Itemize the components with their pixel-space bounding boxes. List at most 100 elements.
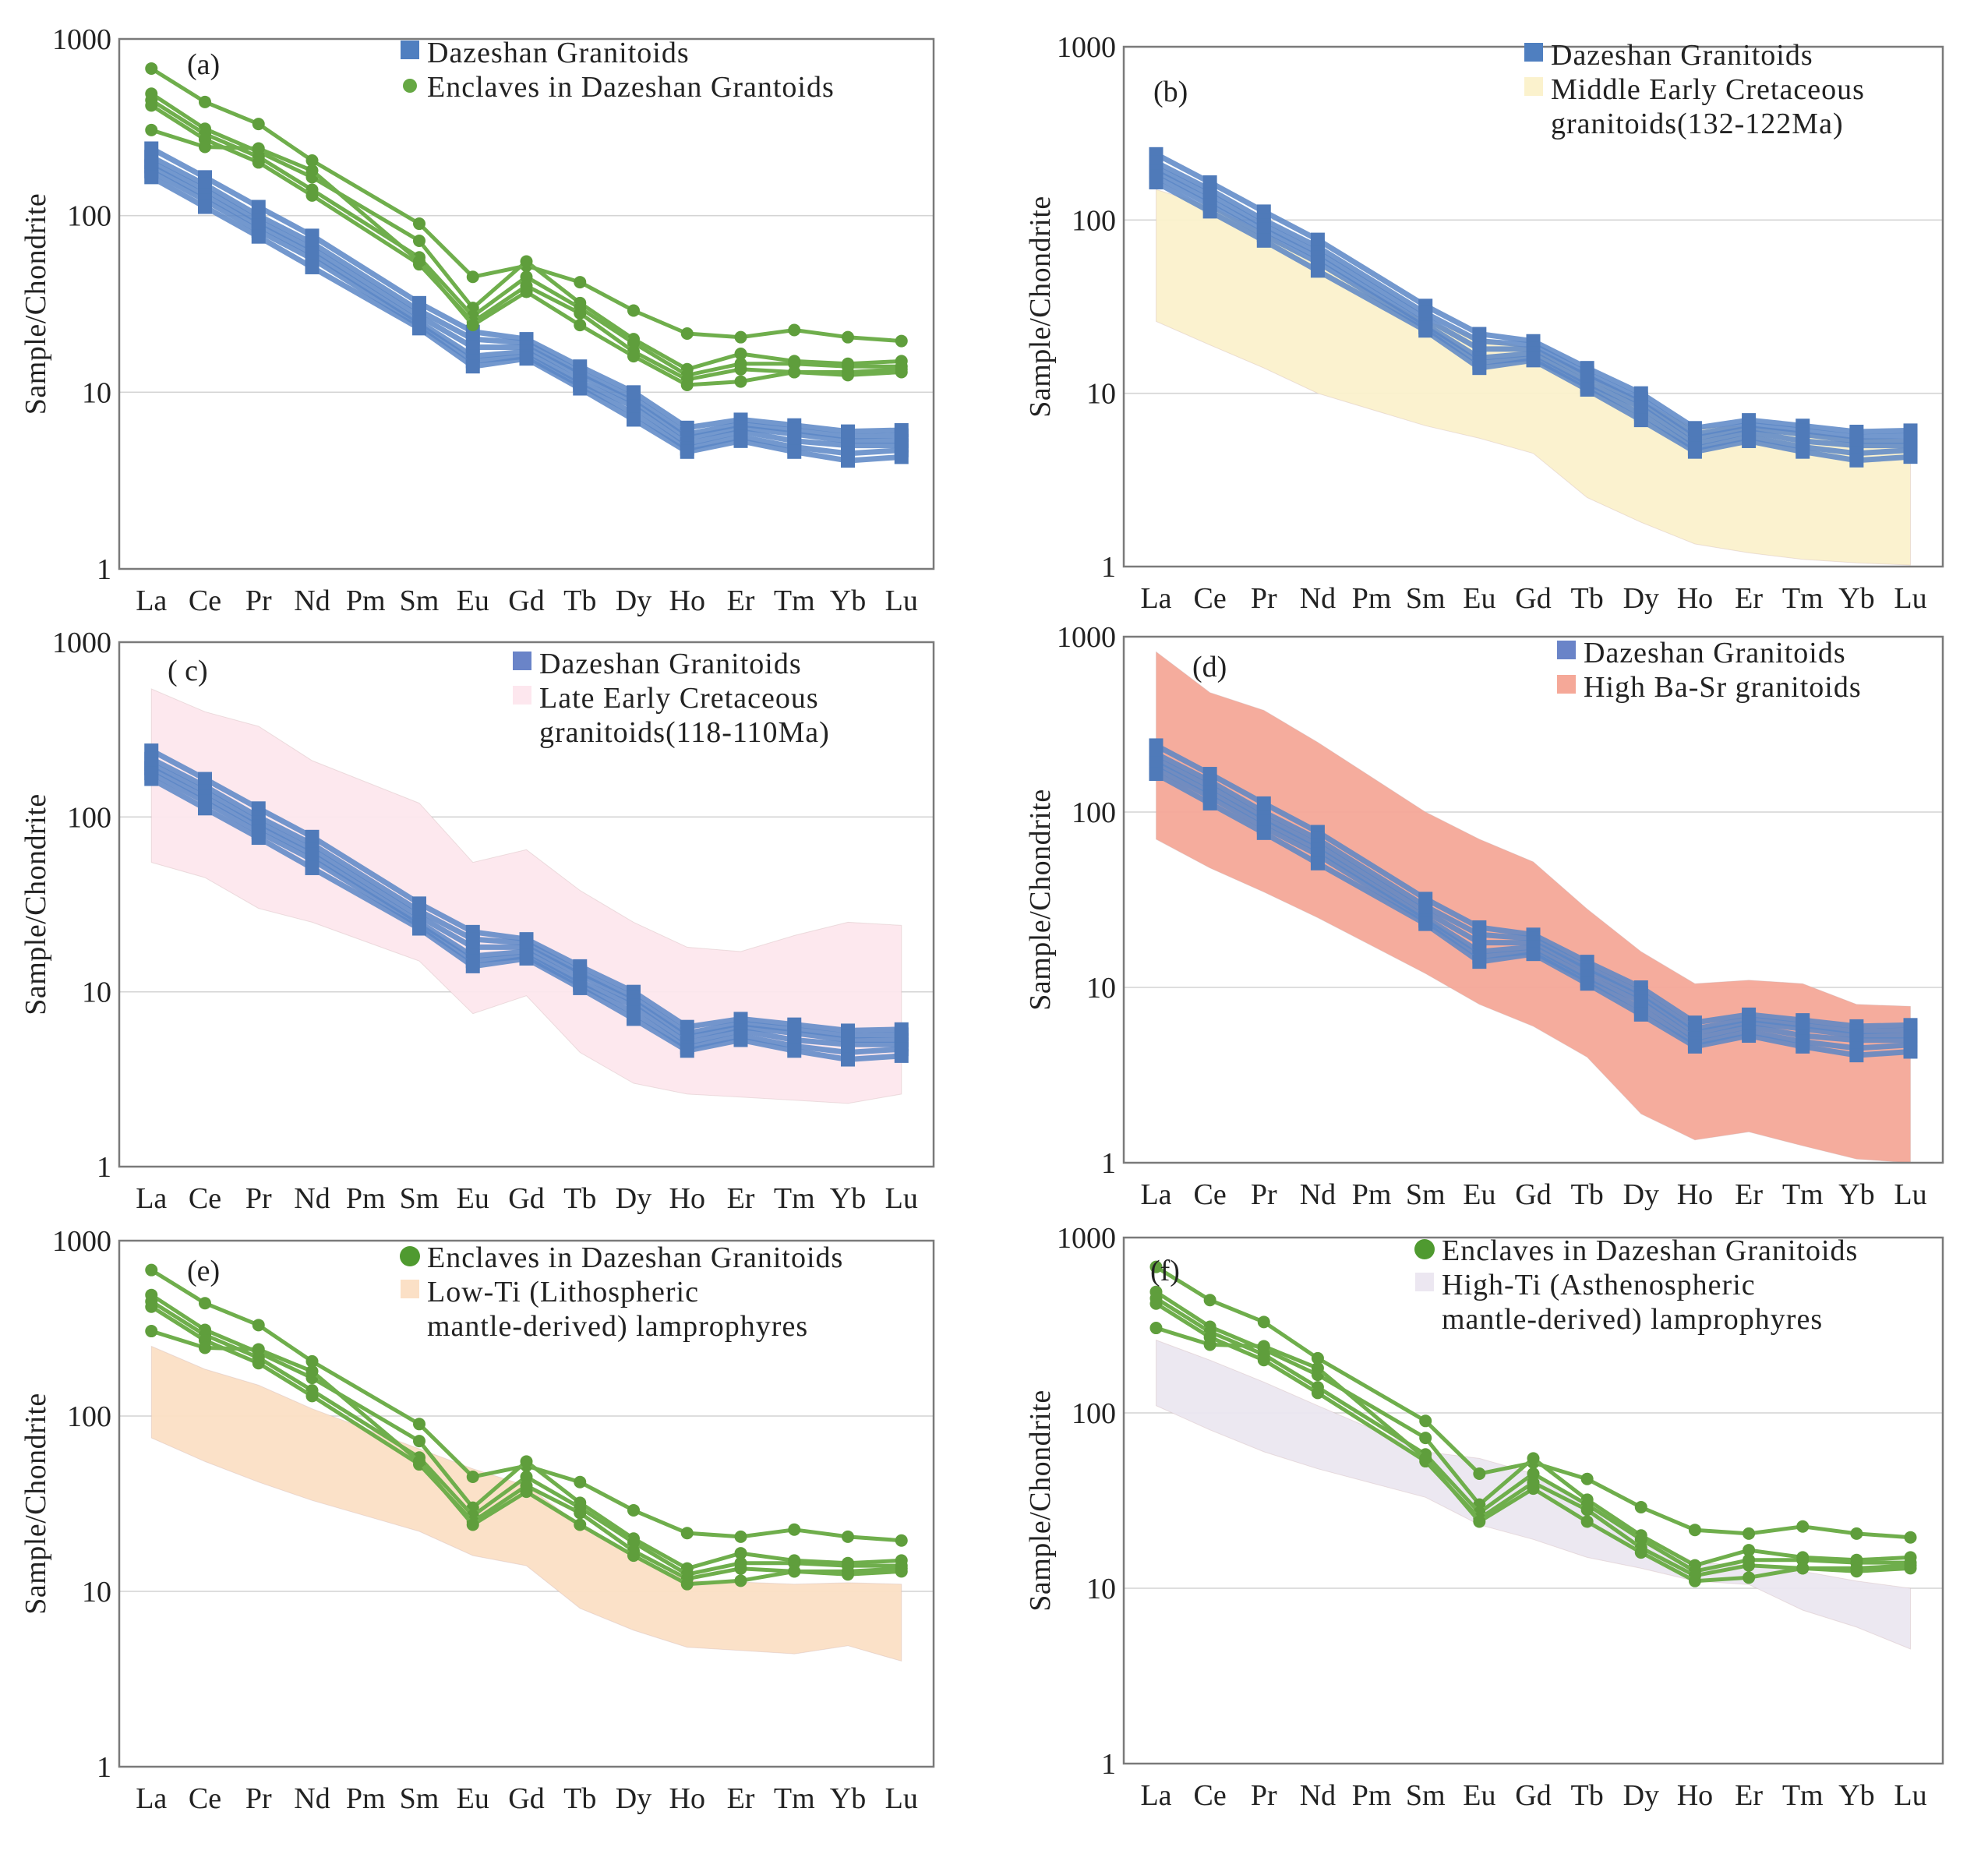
plot-frame: [1122, 635, 1944, 1164]
x-tick-label: Gd: [508, 1182, 544, 1215]
legend-label: mantle-derived) lamprophyres: [1442, 1303, 1823, 1336]
enclave-point: [1580, 1503, 1594, 1517]
enclave-point: [305, 1354, 319, 1368]
x-tick-label: Tb: [1571, 1779, 1604, 1812]
dazeshan-point: [894, 1048, 909, 1063]
y-tick-label: 100: [1072, 1397, 1116, 1430]
y-tick-label: 1: [1101, 1147, 1116, 1180]
legend-label: Dazeshan Granitoids: [1551, 39, 1813, 72]
enclave-series-line: [1155, 1296, 1911, 1573]
enclave-point: [413, 217, 425, 231]
y-tick-label: 10: [1086, 972, 1116, 1005]
dazeshan-series-line: [150, 776, 902, 1062]
x-tick-label: Lu: [885, 584, 918, 617]
y-tick-label: 1000: [1057, 1222, 1116, 1255]
dazeshan-series-line: [1154, 165, 1911, 444]
dazeshan-point: [198, 200, 212, 214]
enclave-point: [252, 1319, 265, 1332]
dazeshan-point: [1202, 204, 1217, 219]
dazeshan-point: [680, 444, 694, 459]
legend-marker: [403, 79, 417, 93]
enclave-point: [895, 1565, 908, 1578]
enclave-point: [680, 327, 694, 340]
x-tick-label: Lu: [885, 1782, 918, 1815]
y-axis-title: Sample/Chondrite: [19, 1393, 52, 1615]
x-tick-label: Pm: [1352, 582, 1392, 615]
legend-marker: [1414, 1239, 1435, 1259]
enclave-series-line: [1155, 1301, 1911, 1578]
x-tick-label: Eu: [1463, 582, 1495, 615]
x-tick-label: Lu: [1894, 1779, 1926, 1812]
enclave-point: [199, 95, 211, 108]
dazeshan-series-line: [150, 175, 902, 464]
x-tick-label: Sm: [400, 1782, 440, 1815]
enclave-point: [1311, 1361, 1324, 1375]
legend-label: Dazeshan Granitoids: [1584, 637, 1846, 669]
enclave-point: [734, 362, 747, 376]
enclave-point: [1688, 1574, 1701, 1587]
dazeshan-point: [1202, 796, 1217, 810]
plot-frame: [118, 1239, 935, 1768]
dazeshan-point: [1472, 361, 1487, 376]
x-tick-label: Nd: [1300, 1178, 1336, 1211]
enclave-point: [305, 1390, 319, 1403]
x-tick-label: Ce: [1194, 1178, 1227, 1211]
enclave-point: [413, 235, 425, 248]
enclave-point: [1149, 1297, 1163, 1310]
y-tick-label: 1000: [52, 23, 111, 56]
y-axis-title: Sample/Chondrite: [1024, 1390, 1057, 1612]
y-tick-label: 1000: [1057, 621, 1116, 654]
dazeshan-point: [412, 321, 426, 336]
enclave-point: [734, 1562, 747, 1575]
y-tick-label: 1: [97, 1751, 111, 1784]
enclave-point: [1527, 1452, 1540, 1465]
legend-label: granitoids(118-110Ma): [539, 716, 830, 749]
enclave-series-line: [150, 1299, 902, 1577]
enclave-point: [1419, 1414, 1432, 1428]
dazeshan-point: [1633, 413, 1648, 428]
enclave-point: [895, 366, 908, 379]
panel-label: (b): [1153, 76, 1188, 108]
enclave-point: [1419, 1432, 1432, 1445]
plot-frame: [1122, 1236, 1944, 1765]
dazeshan-point: [1526, 353, 1541, 368]
x-tick-label: Er: [727, 1782, 755, 1815]
enclave-point: [1580, 1472, 1594, 1485]
y-tick-label: 1: [1101, 1748, 1116, 1781]
panel-label: (a): [187, 48, 220, 81]
enclave-point: [413, 1435, 425, 1448]
x-tick-label: Er: [727, 584, 755, 617]
x-tick-label: Pm: [1352, 1779, 1392, 1812]
enclave-point: [252, 118, 265, 131]
enclave-point: [305, 189, 319, 202]
dazeshan-series-line: [150, 160, 902, 444]
enclave-point: [842, 330, 854, 344]
enclave-point: [145, 1263, 158, 1277]
enclave-point: [842, 369, 854, 382]
x-tick-label: Ho: [669, 1182, 705, 1215]
enclave-point: [1149, 1260, 1163, 1273]
dazeshan-series-line: [1154, 151, 1911, 435]
x-tick-label: Pr: [1251, 582, 1277, 615]
dazeshan-point: [144, 772, 159, 786]
y-tick-label: 1000: [1057, 31, 1116, 64]
x-tick-label: Ce: [1194, 582, 1227, 615]
dazeshan-point: [1149, 767, 1163, 782]
y-tick-label: 100: [1072, 796, 1116, 829]
x-tick-label: Dy: [616, 584, 651, 617]
enclave-series-line: [150, 1293, 902, 1571]
enclave-point: [788, 366, 801, 379]
enclave-point: [680, 1577, 694, 1591]
enclave-point: [734, 330, 747, 344]
dazeshan-point: [894, 450, 909, 464]
x-tick-label: Ce: [189, 584, 221, 617]
enclave-point: [520, 1485, 533, 1499]
dazeshan-point: [573, 980, 588, 995]
y-tick-label: 100: [67, 801, 111, 834]
chart-panel: 1 10 100 1000 La Ce Pr Nd Pm Sm Eu Gd Tb Dy Ho Er Tm Yb Lu…: [19, 627, 935, 1215]
dazeshan-point: [305, 860, 320, 875]
enclave-point: [788, 1565, 801, 1578]
legend-label: Dazeshan Granitoids: [427, 37, 690, 69]
enclave-point: [1743, 1571, 1756, 1584]
reference-band: [150, 688, 902, 1104]
